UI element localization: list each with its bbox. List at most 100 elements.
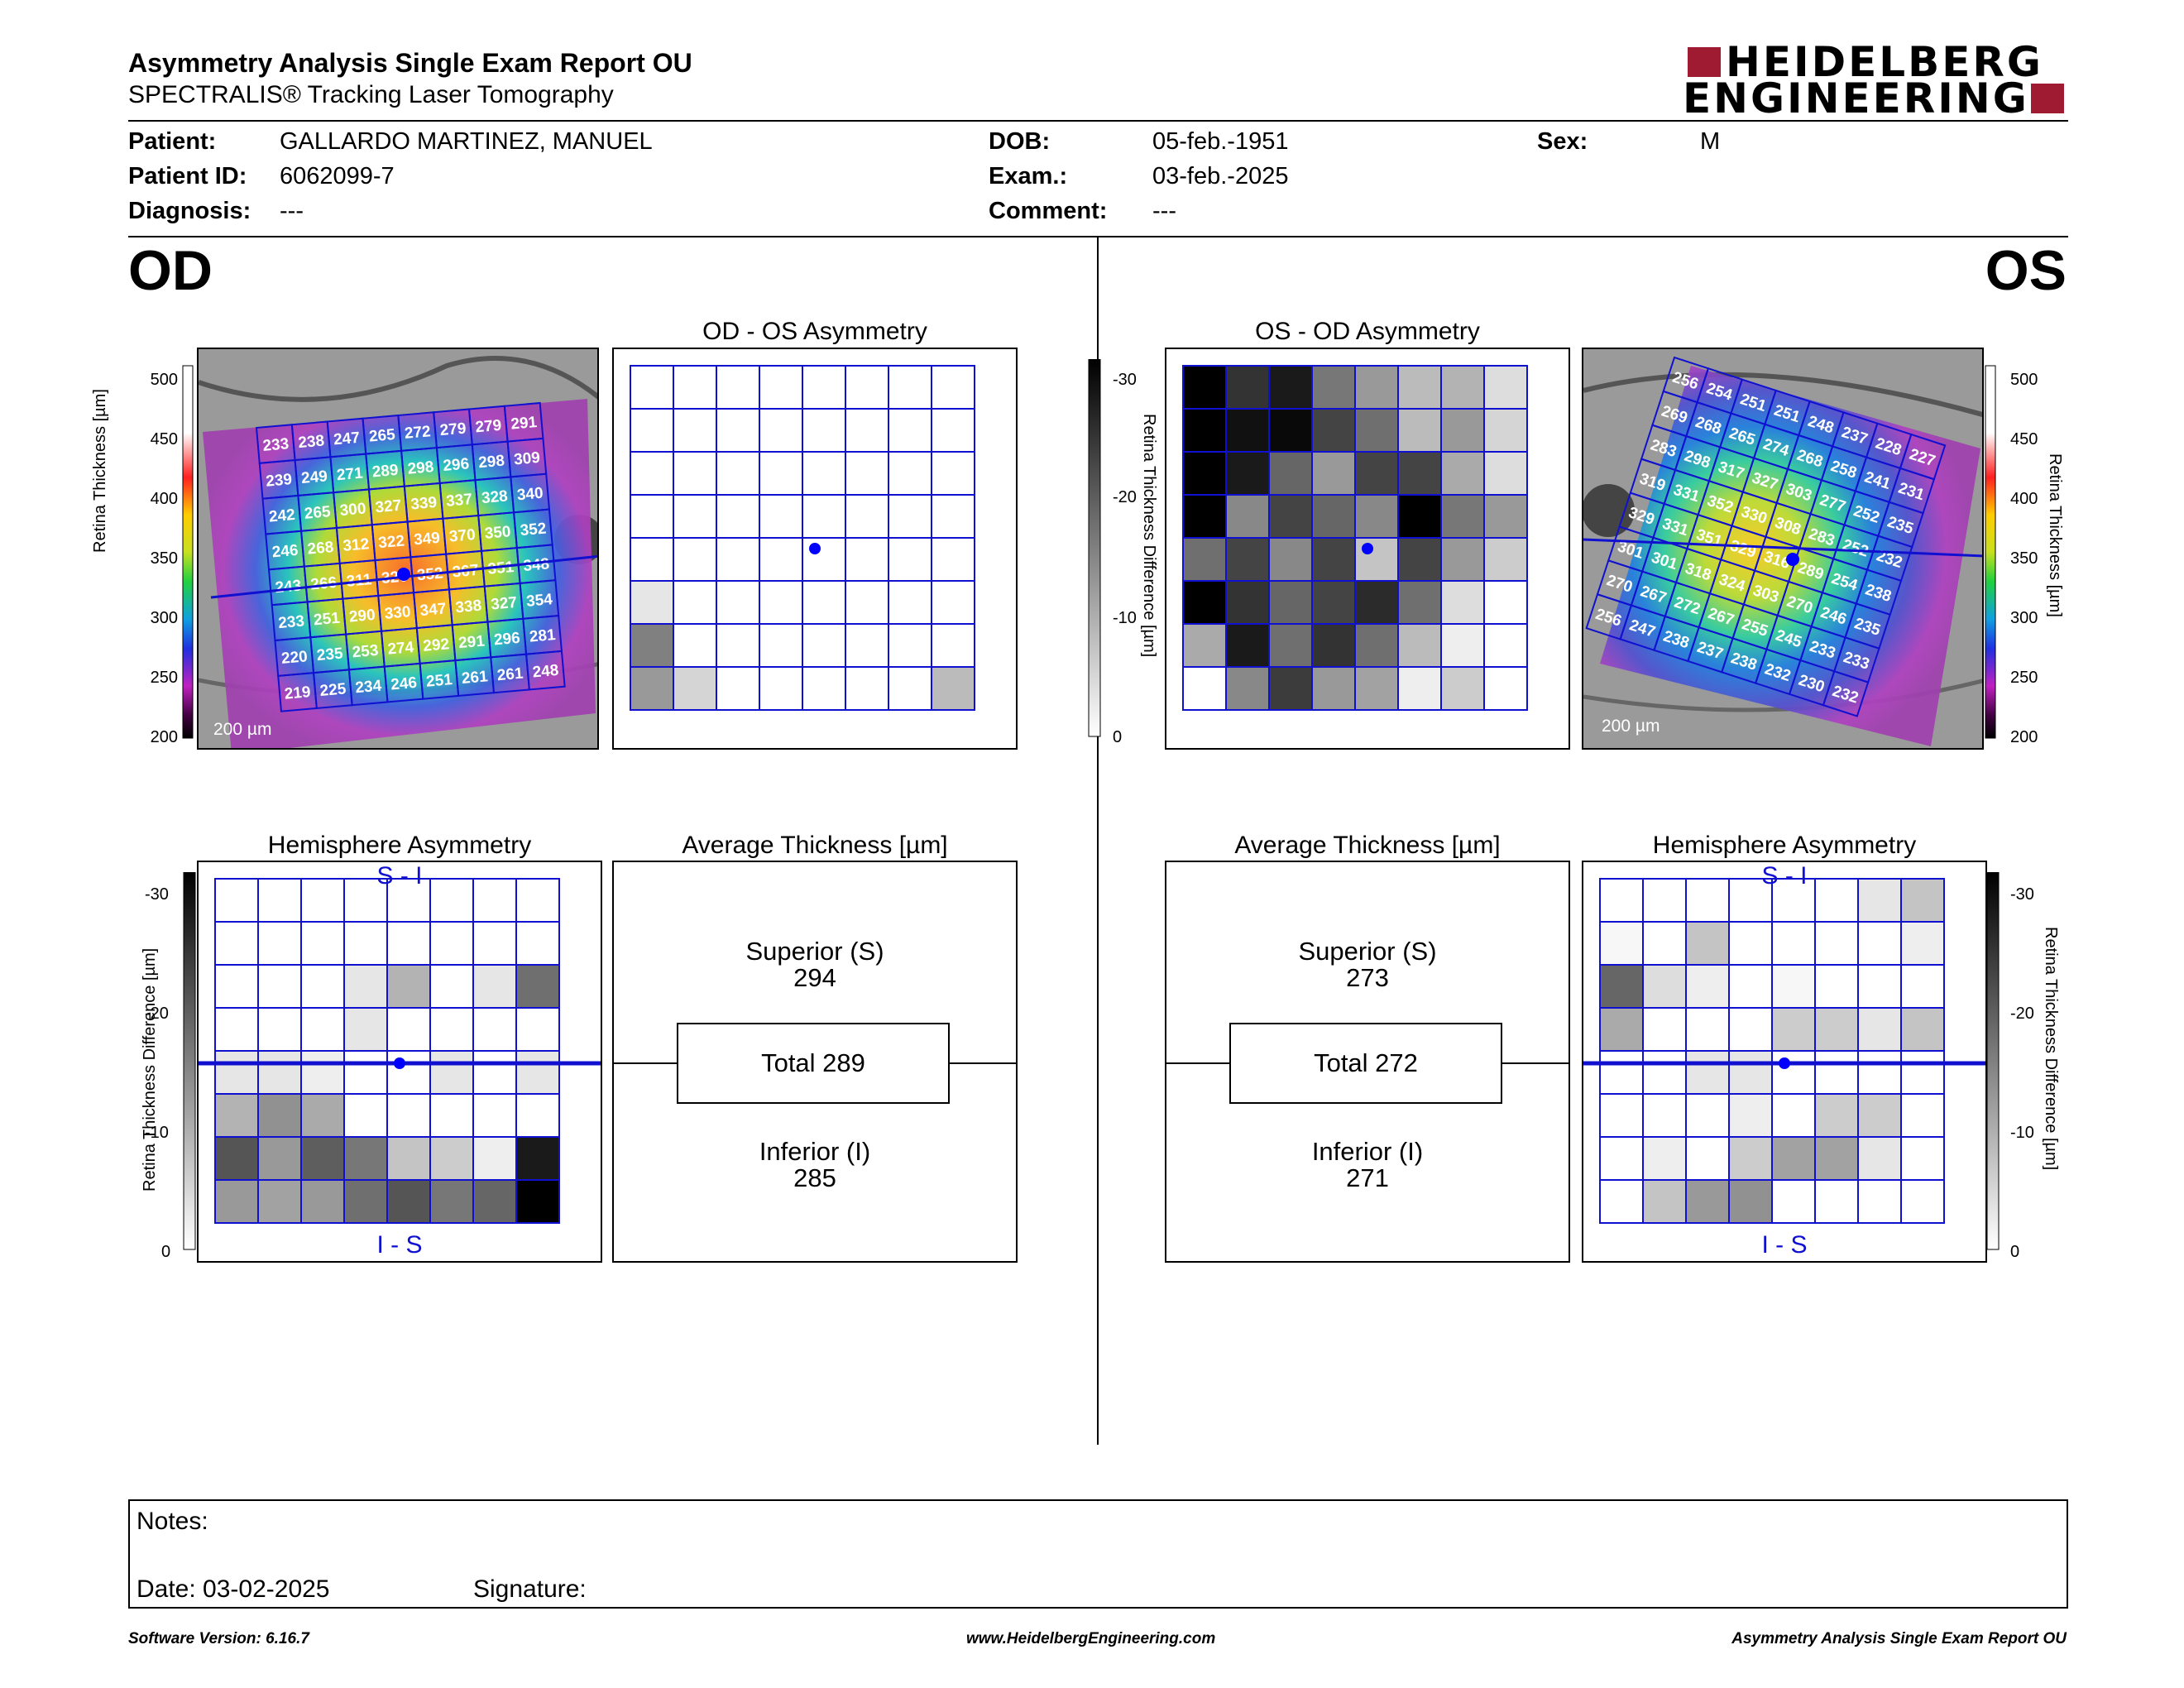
os-asym-cell-7-2	[1268, 666, 1313, 711]
od-inferior-label: Inferior (I)	[759, 1137, 871, 1166]
od-thick-value-7-5: 261	[461, 668, 489, 688]
od-diff-colorbar	[182, 871, 199, 1253]
od-hemi-cell-7-2	[300, 1179, 345, 1224]
od-asym-cell-5-4	[802, 580, 846, 625]
os-hemi-cell-2-1	[1642, 964, 1687, 1009]
od-hemi-cell-6-1	[257, 1136, 302, 1181]
os-hemi-bottom-label: I - S	[1761, 1231, 1808, 1259]
os-asym-cell-1-1	[1225, 408, 1270, 453]
os-asym-cell-2-4	[1354, 451, 1399, 496]
os-asym-cell-1-3	[1311, 408, 1356, 453]
od-asym-cell-4-5	[845, 537, 889, 582]
os-hemi-cell-3-6	[1857, 1007, 1902, 1052]
od-thick-value-3-0: 246	[271, 542, 299, 562]
od-hemi-cell-3-2	[300, 1007, 345, 1052]
comment-label: Comment:	[989, 198, 1108, 224]
os-asym-cell-6-1	[1225, 623, 1270, 668]
dob-label: DOB:	[989, 128, 1051, 155]
os-thickness-ticks: 500 450 400 350 300 250 200	[2010, 371, 2060, 751]
od-thick-value-2-7: 340	[516, 485, 544, 505]
footer-website[interactable]: www.HeidelbergEngineering.com	[966, 1630, 1216, 1647]
os-hemi-cell-3-2	[1685, 1007, 1730, 1052]
od-thick-value-6-1: 235	[316, 645, 344, 664]
od-asym-cell-6-5	[845, 623, 889, 668]
od-thick-value-1-1: 249	[300, 468, 328, 487]
od-thick-value-1-4: 298	[407, 458, 434, 478]
os-asym-cell-6-2	[1268, 623, 1313, 668]
od-scale-label: 200 µm	[213, 720, 272, 739]
od-asym-cell-0-5	[845, 365, 889, 410]
os-tick-250: 250	[2010, 669, 2038, 687]
od-thickness-ticks: 500 450 400 350 300 250 200	[120, 371, 178, 751]
os-asym-fovea	[1362, 543, 1373, 554]
od-asym-cell-2-7	[931, 451, 975, 496]
od-hemi-cell-6-3	[343, 1136, 388, 1181]
os-asym-cell-6-6	[1440, 623, 1485, 668]
od-asym-cell-7-5	[845, 666, 889, 711]
os-hemi-title: Hemisphere Asymmetry	[1652, 832, 1917, 859]
od-hemi-cell-2-2	[300, 964, 345, 1009]
os-hemi-cell-3-1	[1642, 1007, 1687, 1052]
od-asym-cell-0-3	[759, 365, 803, 410]
os-hemi-cell-4-5	[1814, 1050, 1859, 1095]
od-asym-cell-1-7	[931, 408, 975, 453]
od-hemi-cell-5-0	[214, 1093, 259, 1138]
os-hemi-cell-1-2	[1685, 921, 1730, 966]
os-asym-cell-4-3	[1311, 537, 1356, 582]
os-asym-cell-1-6	[1440, 408, 1485, 453]
od-thick-value-7-2: 234	[355, 678, 383, 698]
od-thick-value-6-7: 281	[529, 626, 557, 646]
os-asym-cell-3-2	[1268, 494, 1313, 539]
od-asym-cell-2-5	[845, 451, 889, 496]
os-diff-tick-30: -30	[1113, 371, 1137, 389]
os-asym-cell-4-0	[1182, 537, 1227, 582]
os-asym-cell-6-3	[1311, 623, 1356, 668]
od-asym-cell-3-5	[845, 494, 889, 539]
od-tick-250: 250	[150, 669, 178, 687]
os-asym-cell-3-1	[1225, 494, 1270, 539]
os-hemi-top-label: S - I	[1761, 862, 1808, 890]
od-asym-cell-0-2	[716, 365, 760, 410]
dob-value: 05-feb.-1951	[1152, 128, 1289, 155]
od-hemi-bottom-label: I - S	[376, 1231, 423, 1259]
od-hemi-cell-3-5	[429, 1007, 474, 1052]
od-hemi-cell-2-5	[429, 964, 474, 1009]
os-total-box: Total 272	[1229, 1023, 1502, 1104]
heidelberg-logo: HEIDELBERG ENGINEERING	[1679, 38, 2076, 122]
od-hemi-cell-5-5	[429, 1093, 474, 1138]
os-asym-title: OS - OD Asymmetry	[1255, 318, 1480, 345]
notes-box[interactable]: Notes: Date: 03-02-2025 Signature:	[128, 1499, 2068, 1609]
od-hemi-cell-5-1	[257, 1093, 302, 1138]
od-asym-cell-7-7	[931, 666, 975, 711]
od-thickness-axis	[128, 364, 194, 745]
os-asym-cell-1-2	[1268, 408, 1313, 453]
os-asym-cell-6-4	[1354, 623, 1399, 668]
os-asym-cell-0-2	[1268, 365, 1313, 410]
od-hemi-cell-0-1	[257, 878, 302, 923]
os-hemi-cell-4-1	[1642, 1050, 1687, 1095]
os-asym-cell-3-0	[1182, 494, 1227, 539]
os-asym-cell-5-5	[1397, 580, 1442, 625]
od-hemi-cell-5-6	[472, 1093, 517, 1138]
od-total-box: Total 289	[677, 1023, 950, 1104]
sex-label: Sex:	[1537, 128, 1588, 155]
od-thickness-colorbar	[182, 365, 194, 739]
os-asym-cell-2-1	[1225, 451, 1270, 496]
os-hemi-fovea	[1779, 1057, 1790, 1069]
os-hemi-axis-label: Retina Thickness Difference [µm]	[2042, 927, 2060, 1171]
patient-value: GALLARDO MARTINEZ, MANUEL	[280, 128, 653, 155]
footer-report: Asymmetry Analysis Single Exam Report OU	[1731, 1630, 2067, 1647]
od-asym-cell-1-1	[673, 408, 717, 453]
os-hemi-cell-7-5	[1814, 1179, 1859, 1224]
os-asym-cell-7-7	[1483, 666, 1528, 711]
os-scale-label: 200 µm	[1602, 717, 1660, 736]
od-hemi-cell-1-1	[257, 921, 302, 966]
od-thick-value-3-7: 352	[520, 520, 547, 539]
od-hemi-cell-5-4	[386, 1093, 431, 1138]
od-diff-tick-0: 0	[161, 1243, 171, 1261]
os-asym-panel	[1165, 348, 1570, 750]
os-asym-cell-2-7	[1483, 451, 1528, 496]
od-thick-value-0-5: 279	[439, 420, 467, 439]
os-hemi-cell-7-1	[1642, 1179, 1687, 1224]
